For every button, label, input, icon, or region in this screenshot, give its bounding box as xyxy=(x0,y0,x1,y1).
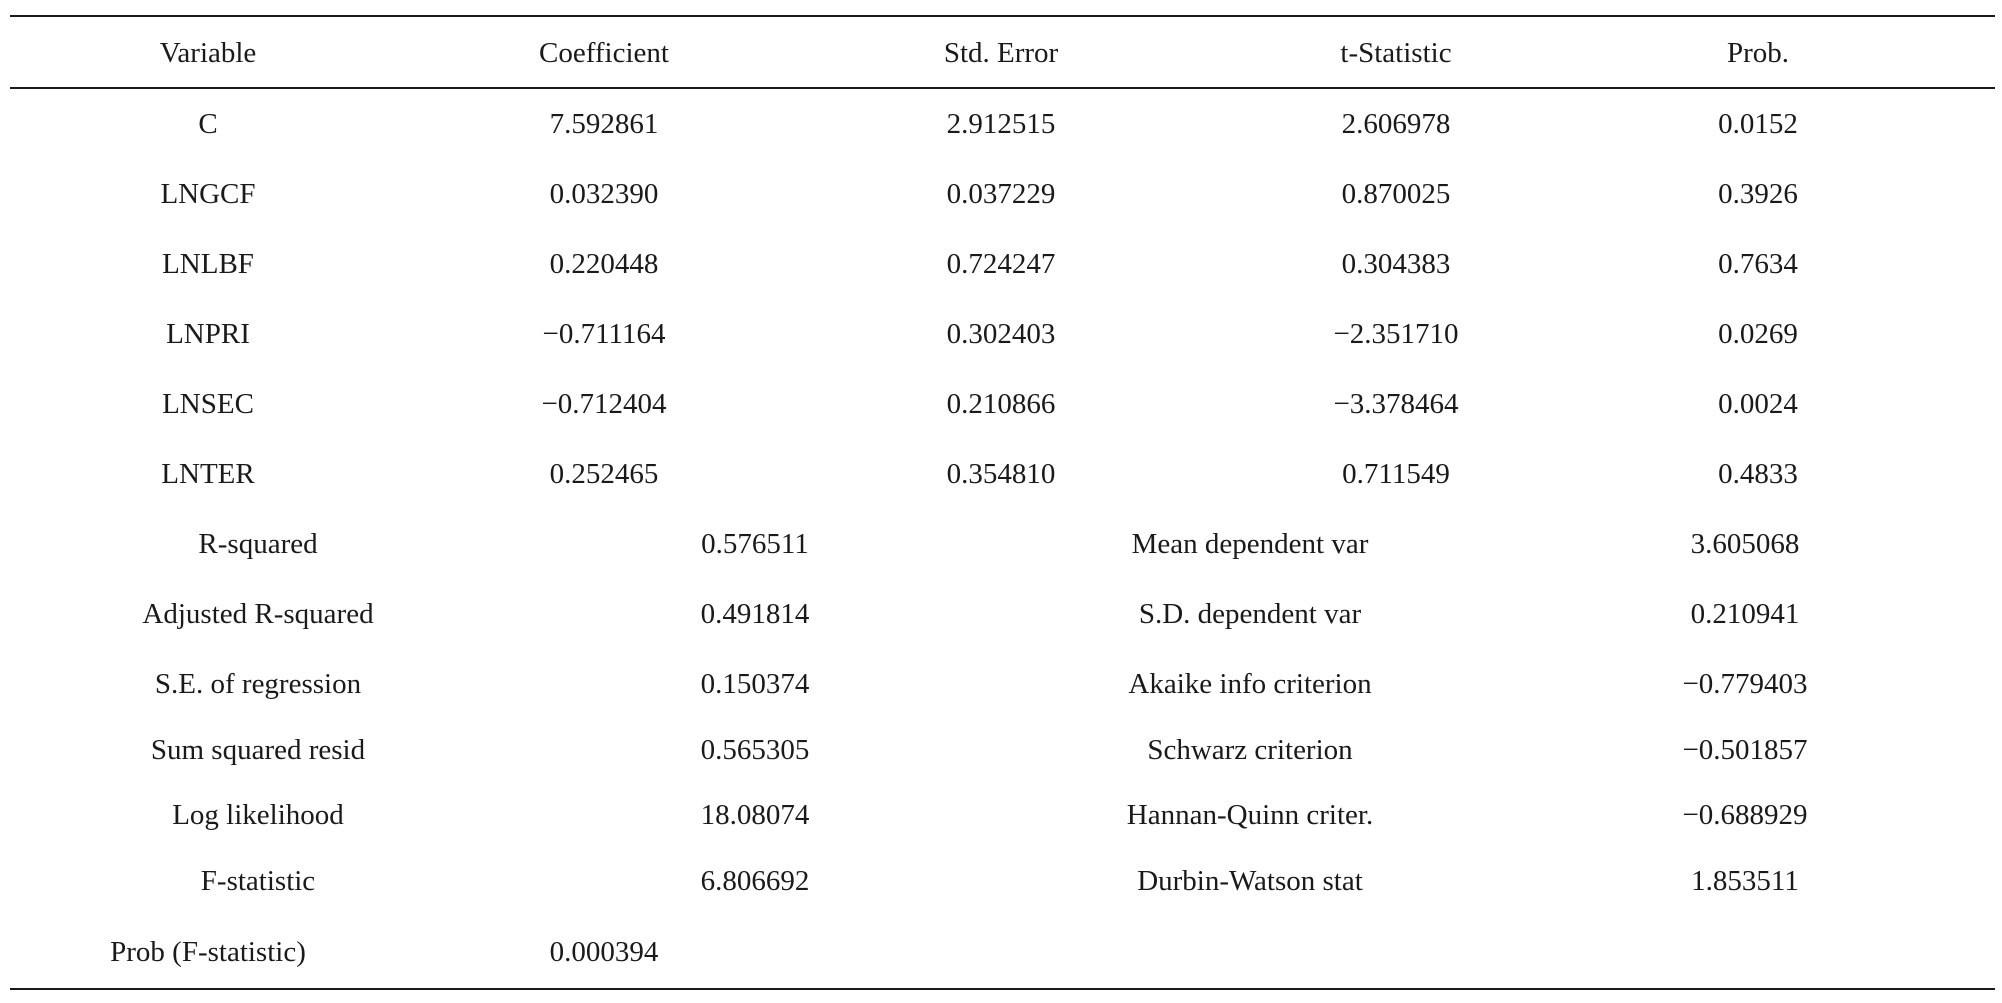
stat-value: 3.605068 xyxy=(1690,528,1800,560)
header-t-statistic: t-Statistic xyxy=(1340,37,1452,69)
stat-label: Adjusted R-squared xyxy=(142,598,374,630)
coefficient-value: −0.712404 xyxy=(541,388,667,420)
variable-name: LNTER xyxy=(161,458,255,490)
prob-value: 0.0269 xyxy=(1718,318,1798,350)
stat-label: S.D. dependent var xyxy=(1138,598,1362,630)
prob-f-label: Prob (F-statistic) xyxy=(110,936,306,968)
std-error-value: 0.302403 xyxy=(946,318,1056,350)
std-error-value: 0.210866 xyxy=(946,388,1056,420)
prob-value: 0.3926 xyxy=(1718,178,1798,210)
std-error-value: 0.354810 xyxy=(946,458,1056,490)
t-statistic-value: 2.606978 xyxy=(1341,108,1451,140)
stat-label: Mean dependent var xyxy=(1131,528,1369,560)
stat-label: Sum squared resid xyxy=(150,734,366,766)
variable-name: LNSEC xyxy=(162,388,254,420)
t-statistic-value: 0.304383 xyxy=(1341,248,1451,280)
prob-f-value: 0.000394 xyxy=(549,936,659,968)
stat-value: 6.806692 xyxy=(700,865,810,897)
coefficient-value: 7.592861 xyxy=(549,108,659,140)
stat-label: Log likelihood xyxy=(172,799,344,831)
stat-value: 1.853511 xyxy=(1691,865,1799,897)
t-statistic-value: −2.351710 xyxy=(1333,318,1459,350)
std-error-value: 2.912515 xyxy=(946,108,1056,140)
stat-value: −0.779403 xyxy=(1682,668,1808,700)
prob-value: 0.7634 xyxy=(1718,248,1798,280)
variable-name: LNPRI xyxy=(166,318,250,350)
stat-label: R-squared xyxy=(198,528,318,560)
stat-value: 0.565305 xyxy=(700,734,810,766)
stat-value: −0.501857 xyxy=(1682,734,1808,766)
coefficient-value: 0.220448 xyxy=(549,248,659,280)
coefficient-value: 0.252465 xyxy=(549,458,659,490)
prob-value: 0.0024 xyxy=(1718,388,1798,420)
stat-label: S.E. of regression xyxy=(154,668,362,700)
header-std-error: Std. Error xyxy=(943,37,1059,69)
stat-value: 0.210941 xyxy=(1690,598,1800,630)
t-statistic-value: 0.711549 xyxy=(1342,458,1450,490)
header-coefficient: Coefficient xyxy=(539,37,669,69)
stat-label: Akaike info criterion xyxy=(1128,668,1372,700)
table-bottom-rule xyxy=(10,988,1995,990)
stat-label: Hannan-Quinn criter. xyxy=(1126,799,1374,831)
t-statistic-value: −3.378464 xyxy=(1333,388,1459,420)
stat-value: 0.576511 xyxy=(701,528,809,560)
t-statistic-value: 0.870025 xyxy=(1341,178,1451,210)
variable-name: LNLBF xyxy=(162,248,254,280)
table-top-rule xyxy=(10,15,1995,17)
variable-name: LNGCF xyxy=(160,178,256,210)
stat-label: Durbin-Watson stat xyxy=(1137,865,1363,897)
prob-value: 0.0152 xyxy=(1718,108,1798,140)
coefficient-value: 0.032390 xyxy=(549,178,659,210)
stat-value: −0.688929 xyxy=(1682,799,1808,831)
stat-value: 0.150374 xyxy=(700,668,810,700)
header-rule xyxy=(10,87,1995,89)
coefficient-value: −0.711164 xyxy=(542,318,666,350)
std-error-value: 0.724247 xyxy=(946,248,1056,280)
variable-name: C xyxy=(198,108,218,140)
header-prob: Prob. xyxy=(1726,37,1790,69)
stat-label: F-statistic xyxy=(200,865,316,897)
std-error-value: 0.037229 xyxy=(946,178,1056,210)
stat-label: Schwarz criterion xyxy=(1147,734,1353,766)
stat-value: 18.08074 xyxy=(700,799,810,831)
stat-value: 0.491814 xyxy=(700,598,810,630)
header-variable: Variable xyxy=(159,37,257,69)
prob-value: 0.4833 xyxy=(1718,458,1798,490)
